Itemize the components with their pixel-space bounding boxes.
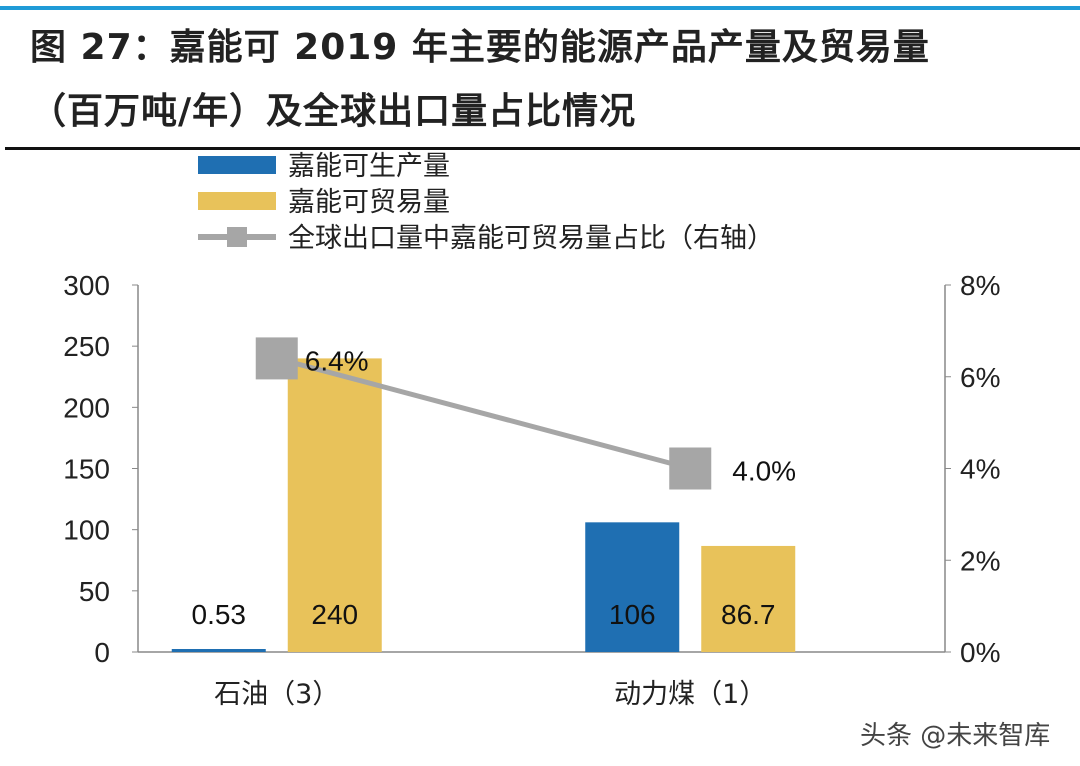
share-value-label: 6.4%: [305, 345, 369, 376]
category-label: 石油（3）: [214, 679, 339, 710]
share-line: [276, 355, 691, 471]
top-accent-line: [0, 6, 1080, 10]
right-tick-label: 0%: [960, 637, 1000, 668]
bar-value-label: 106: [609, 599, 656, 630]
right-tick-label: 8%: [960, 270, 1000, 301]
bar-value-label: 0.53: [192, 599, 247, 630]
chart-title-line2: （百万吨/年）及全球出口量占比情况: [30, 91, 637, 132]
share-value-label: 4.0%: [732, 456, 796, 487]
legend-swatch-1: [198, 192, 276, 210]
legend-swatch-0: [198, 156, 276, 174]
right-tick-label: 4%: [960, 454, 1000, 485]
title-divider: [5, 147, 1080, 150]
left-tick-label: 150: [63, 454, 110, 485]
bar-1-0: [287, 358, 382, 652]
bar-value-label: 240: [311, 599, 358, 630]
bar-value-label: 86.7: [721, 599, 776, 630]
left-tick-label: 0: [94, 637, 110, 668]
right-tick-label: 2%: [960, 545, 1000, 576]
legend-label-1: 嘉能可贸易量: [288, 187, 450, 218]
legend-marker-2: [227, 227, 247, 247]
left-tick-label: 300: [63, 270, 110, 301]
share-marker: [669, 447, 712, 490]
share-marker: [255, 337, 298, 380]
left-tick-label: 250: [63, 331, 110, 362]
bar-0-0: [171, 649, 266, 652]
bar-1-1: [701, 545, 796, 652]
right-tick-label: 6%: [960, 362, 1000, 393]
left-tick-label: 200: [63, 392, 110, 423]
legend-label-0: 嘉能可生产量: [288, 151, 450, 182]
left-tick-label: 100: [63, 515, 110, 546]
category-label: 动力煤（1）: [614, 679, 766, 710]
watermark: 头条 @未来智库: [860, 721, 1051, 751]
bar-0-1: [585, 522, 680, 652]
chart-title-line1: 图 27：嘉能可 2019 年主要的能源产品产量及贸易量: [30, 27, 930, 68]
left-tick-label: 50: [79, 576, 110, 607]
legend-label-2: 全球出口量中嘉能可贸易量占比（右轴）: [288, 223, 774, 254]
